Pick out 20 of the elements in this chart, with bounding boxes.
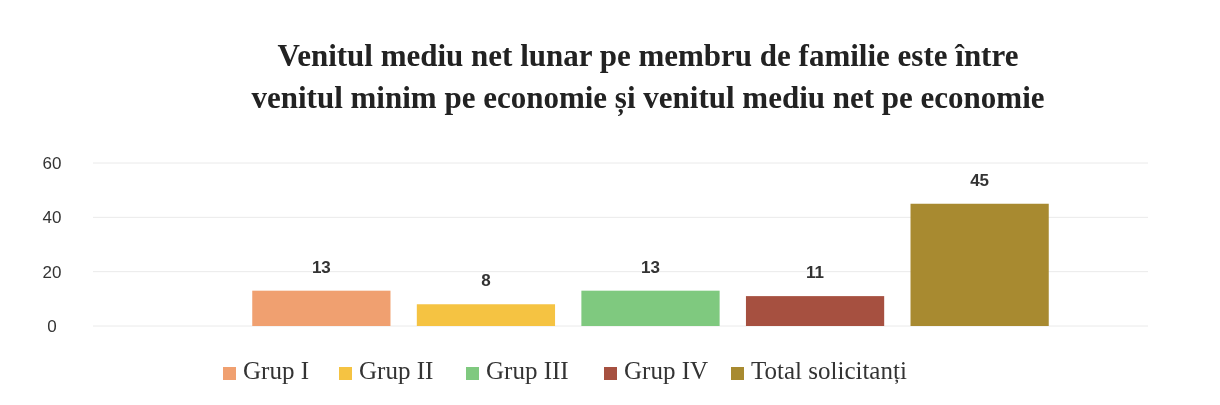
y-tick-label: 60: [42, 153, 62, 173]
y-tick-label: 20: [42, 262, 62, 282]
legend-label: Grup II: [359, 357, 434, 384]
data-label: 11: [806, 263, 825, 283]
bar: [416, 304, 556, 326]
legend-label: Grup IV: [624, 357, 709, 384]
legend-label: Grup III: [486, 357, 569, 384]
y-tick-label: 40: [42, 208, 62, 228]
legend-label: Total solicitanți: [751, 357, 907, 385]
bar: [745, 296, 885, 326]
data-label: 8: [481, 271, 491, 291]
bar: [910, 203, 1049, 326]
data-label: 13: [641, 257, 660, 277]
data-label: 13: [311, 257, 331, 277]
legend-label: Grup I: [243, 357, 309, 384]
data-label: 45: [970, 170, 990, 190]
bar: [252, 290, 391, 326]
chart-title: Venitul mediu net lunar pe membru de familie este între venitul minim pe economie și venitul mediu net pe economie: [251, 38, 1045, 116]
y-tick-label: 0: [47, 316, 57, 336]
bar: [581, 290, 720, 326]
